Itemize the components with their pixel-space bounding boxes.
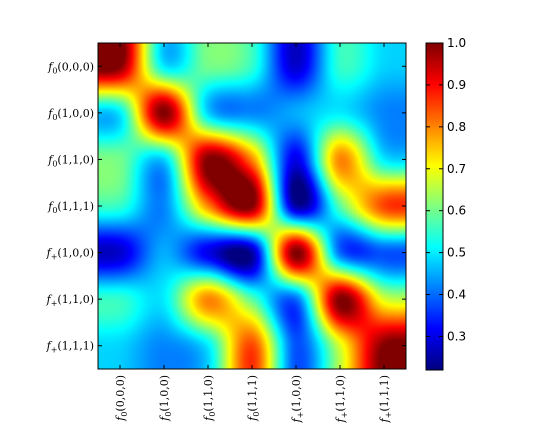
y-tick-label: f0(0,0,0) — [47, 60, 94, 75]
tick-label-fn: f — [114, 415, 127, 422]
tick-label-fn: f — [202, 415, 215, 422]
y-tick-label: f+(1,1,0) — [46, 293, 94, 308]
tick-label-args: (1,1,0) — [57, 153, 94, 166]
y-tick-label: f+(1,1,1) — [46, 340, 94, 355]
tick-label-fn: f — [334, 416, 347, 423]
tick-label-subscript: 0 — [52, 159, 57, 168]
tick-label-subscript: + — [296, 412, 305, 419]
x-tick-label: f+(1,1,1) — [378, 375, 393, 423]
tick-label-args: (1,1,1) — [378, 375, 391, 412]
colorbar-tick-label: 0.5 — [447, 246, 466, 260]
colorbar-tick-label: 0.9 — [447, 78, 466, 92]
tick-label-args: (0,0,0) — [57, 60, 94, 73]
tick-label-subscript: 0 — [208, 412, 217, 417]
x-tick-label: f0(1,0,0) — [158, 375, 173, 422]
tick-label-fn: f — [290, 416, 303, 423]
tick-label-fn: f — [246, 415, 259, 422]
x-tick-label: f0(1,1,1) — [246, 375, 261, 422]
tick-label-subscript: 0 — [52, 66, 57, 75]
x-tick-label: f+(1,1,0) — [334, 375, 349, 423]
tick-label-fn: f — [47, 200, 54, 213]
colorbar-tick-label: 0.3 — [447, 329, 466, 343]
tick-label-args: (1,1,1) — [57, 200, 94, 213]
tick-label-args: (1,0,0) — [57, 107, 94, 120]
tick-label-subscript: 0 — [52, 206, 57, 215]
tick-label-fn: f — [47, 107, 54, 120]
heatmap-image — [98, 43, 406, 369]
tick-label-args: (1,1,0) — [334, 375, 347, 412]
tick-label-fn: f — [378, 416, 391, 423]
tick-label-subscript: + — [384, 412, 393, 419]
plot-frame — [97, 42, 407, 370]
tick-label-subscript: 0 — [164, 412, 173, 417]
colorbar-tick-label: 0.4 — [447, 288, 466, 302]
tick-label-fn: f — [46, 340, 53, 353]
tick-label-args: (1,1,0) — [57, 293, 94, 306]
tick-label-subscript: 0 — [52, 113, 57, 122]
tick-label-fn: f — [47, 60, 54, 73]
tick-label-subscript: + — [51, 299, 58, 308]
y-tick-label: f0(1,1,0) — [47, 153, 94, 168]
tick-label-fn: f — [46, 293, 53, 306]
colorbar-tick-label: 0.7 — [447, 162, 466, 176]
tick-label-args: (1,1,1) — [57, 340, 94, 353]
colorbar-frame — [425, 42, 444, 371]
y-tick-label: f0(1,1,1) — [47, 200, 94, 215]
colorbar-tick-label: 1.0 — [447, 36, 466, 50]
colorbar-tick-label: 0.6 — [447, 204, 466, 218]
y-tick-label: f+(1,0,0) — [46, 247, 94, 262]
x-tick-label: f+(1,0,0) — [290, 375, 305, 423]
tick-label-fn: f — [47, 153, 54, 166]
tick-label-args: (1,0,0) — [57, 247, 94, 260]
tick-label-subscript: + — [340, 412, 349, 419]
tick-label-args: (1,0,0) — [290, 375, 303, 412]
tick-label-args: (1,0,0) — [158, 375, 171, 412]
tick-label-args: (1,1,0) — [202, 375, 215, 412]
tick-label-subscript: + — [51, 253, 58, 262]
y-tick-label: f0(1,0,0) — [47, 107, 94, 122]
tick-label-subscript: + — [51, 346, 58, 355]
tick-label-fn: f — [158, 415, 171, 422]
tick-label-args: (0,0,0) — [114, 375, 127, 412]
x-tick-label: f0(1,1,0) — [202, 375, 217, 422]
tick-label-subscript: 0 — [252, 412, 261, 417]
x-tick-label: f0(0,0,0) — [114, 375, 129, 422]
tick-label-fn: f — [46, 247, 53, 260]
colorbar-gradient — [426, 43, 443, 370]
colorbar-tick-label: 0.8 — [447, 120, 466, 134]
tick-label-args: (1,1,1) — [246, 375, 259, 412]
tick-label-subscript: 0 — [120, 412, 129, 417]
